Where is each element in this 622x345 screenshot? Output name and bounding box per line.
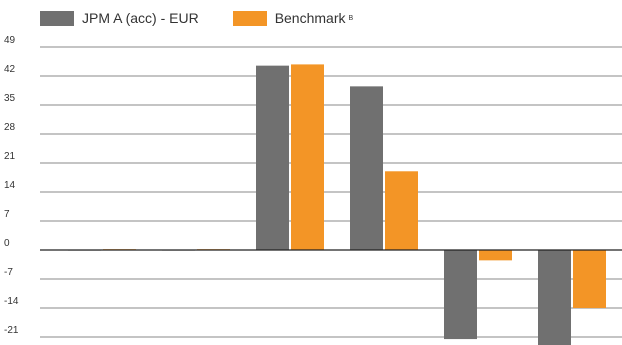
legend-item-benchmark: Benchmark B (232, 10, 354, 26)
bar-benchmark (385, 171, 418, 250)
y-tick-label: 49 (4, 35, 16, 46)
y-tick-label: 21 (4, 151, 16, 162)
bars (68, 64, 606, 345)
bar-fund (538, 250, 571, 345)
bar-fund (256, 65, 289, 251)
y-tick-label: 7 (4, 209, 10, 220)
legend-swatch-fund (40, 10, 74, 26)
y-tick-label: 14 (4, 180, 16, 191)
bar-benchmark (479, 250, 512, 261)
y-axis-tick-labels: 49 42 35 28 21 14 7 0 -7 -14 -21 (4, 35, 19, 336)
y-tick-label: -14 (4, 296, 19, 307)
gridlines (40, 46, 622, 338)
y-tick-label: -21 (4, 325, 19, 336)
legend-swatch-benchmark (232, 10, 267, 26)
y-tick-label: 28 (4, 122, 16, 133)
bar-benchmark (291, 64, 324, 251)
legend: JPM A (acc) - EUR Benchmark B (40, 10, 391, 26)
bar-fund (350, 86, 383, 250)
legend-label-benchmark-superscript: B (348, 14, 354, 22)
y-tick-label: -7 (4, 267, 13, 278)
bar-benchmark (573, 250, 606, 308)
legend-item-fund: JPM A (acc) - EUR (40, 10, 199, 26)
y-tick-label: 35 (4, 93, 16, 104)
y-tick-label: 42 (4, 64, 16, 75)
y-tick-label: 0 (4, 238, 10, 249)
legend-label-fund: JPM A (acc) - EUR (82, 10, 199, 26)
bar-fund (444, 250, 477, 340)
legend-label-benchmark: Benchmark (274, 10, 346, 26)
